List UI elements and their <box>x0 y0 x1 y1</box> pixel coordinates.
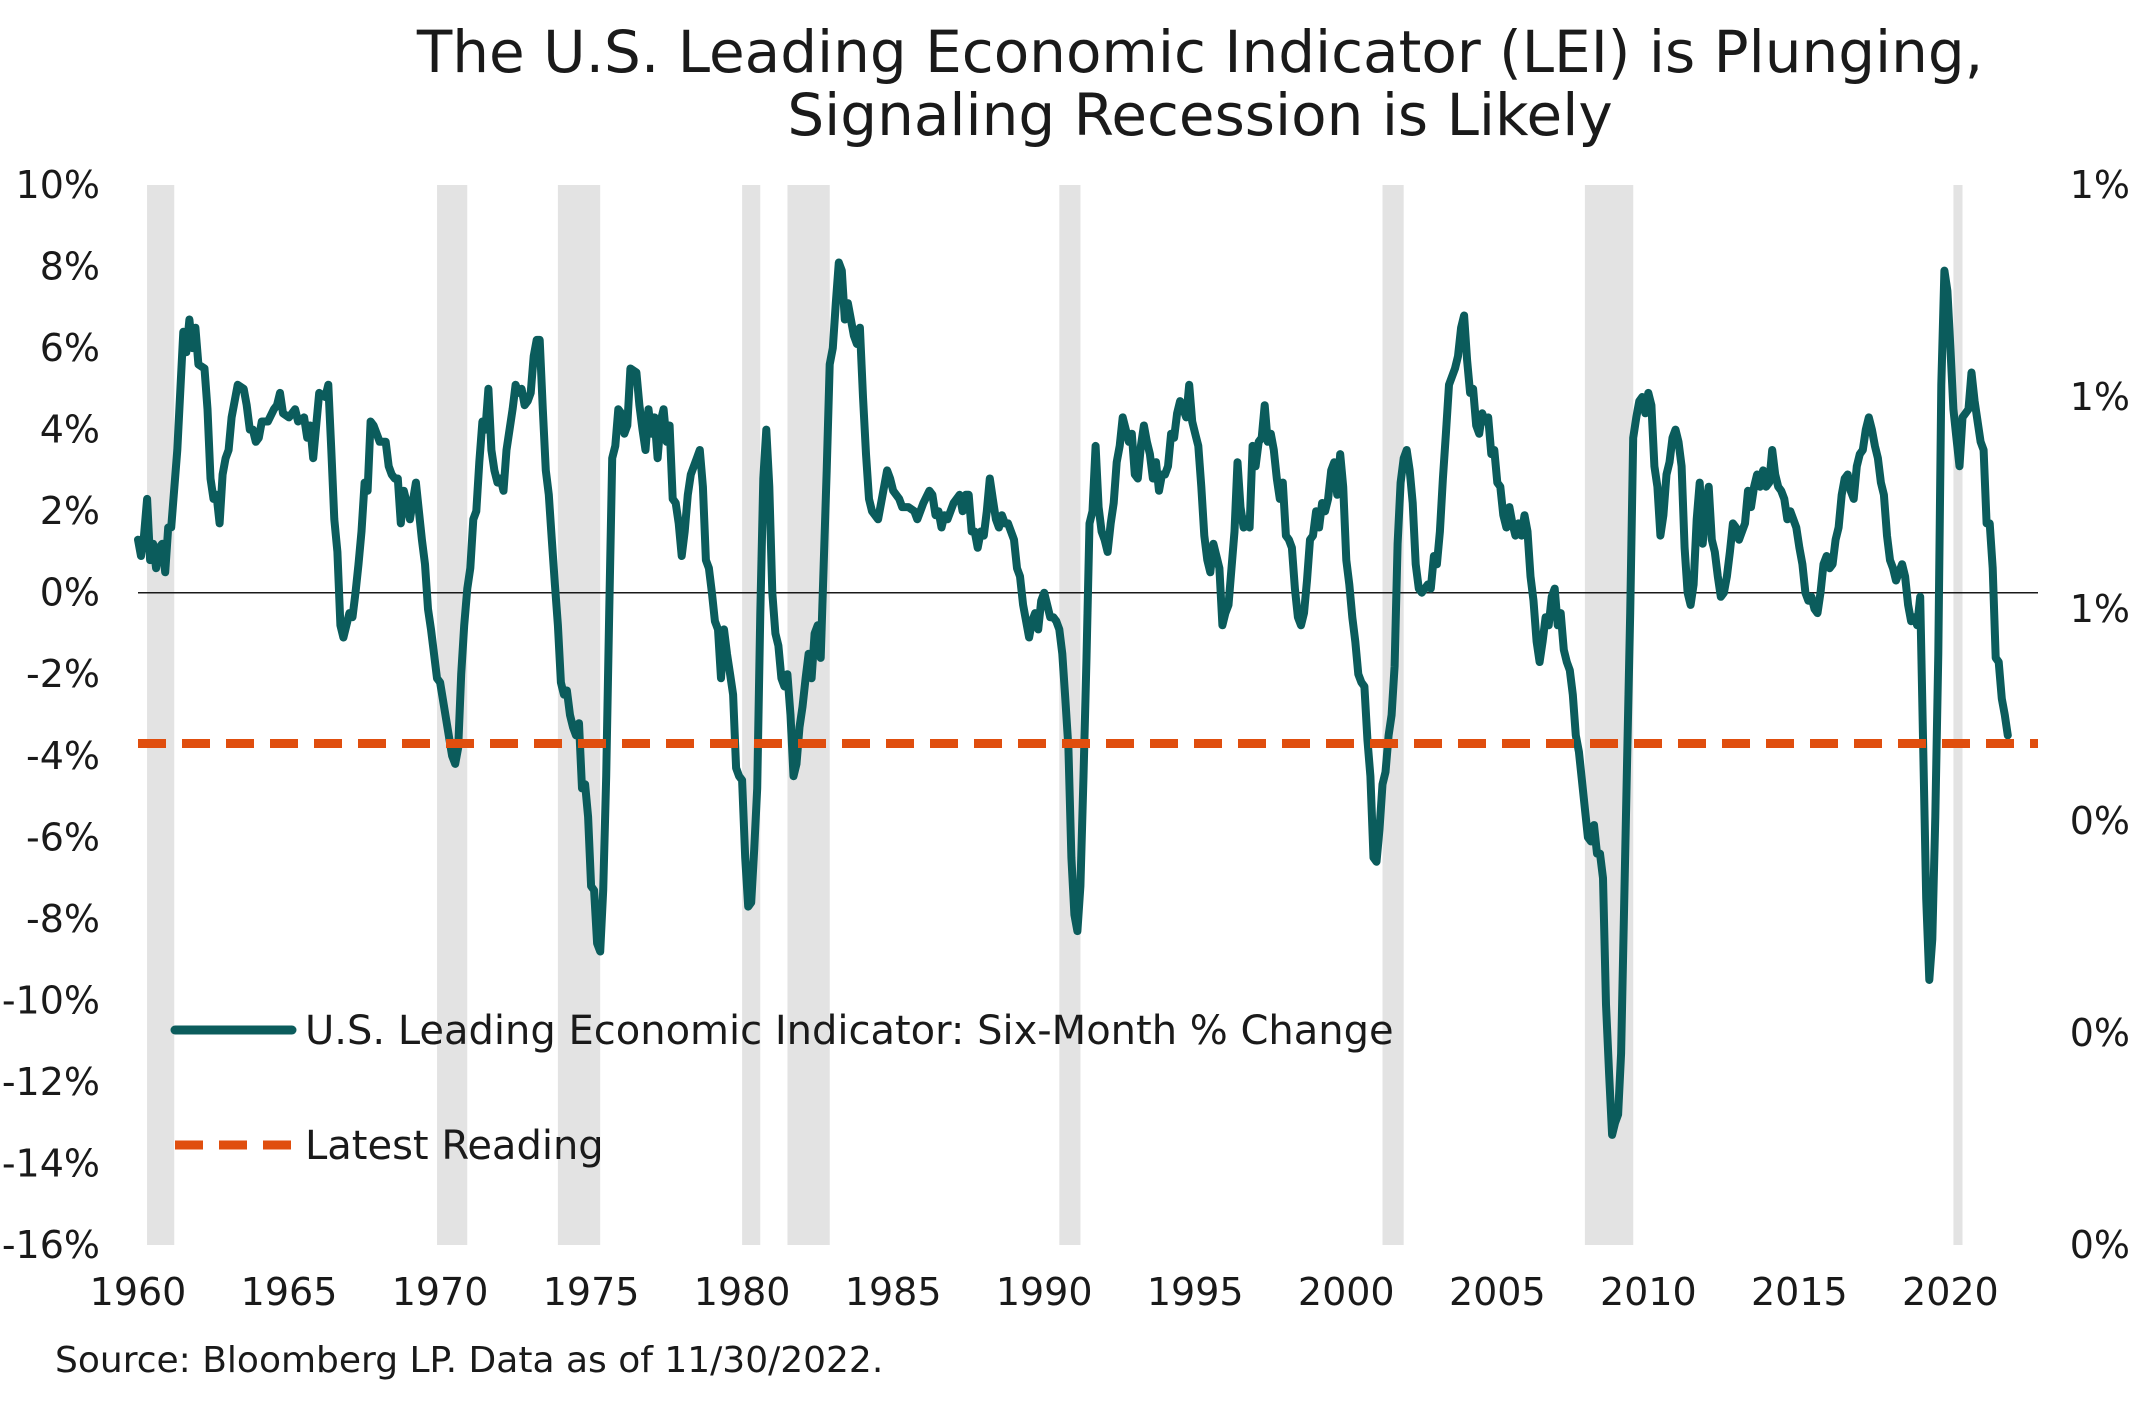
right-y-tick-label: 0% <box>2070 1011 2130 1055</box>
y-tick-label: -6% <box>26 815 100 859</box>
x-tick-label: 1990 <box>996 1270 1093 1314</box>
left-y-axis: 10% 8% 6% 4% 2% 0% -2% -4% -6% -8% -10% -12% -14% -16… <box>2 163 100 1267</box>
chart-subtitle: Signaling Recession is Likely <box>787 81 1612 149</box>
legend: U.S. Leading Economic Indicator: Six-Mon… <box>170 1008 1394 1169</box>
series-line-1 <box>134 258 2012 1139</box>
right-y-axis: 1% 1% 1% 0% 0% 0% <box>2070 163 2130 1267</box>
right-y-tick-label: 0% <box>2070 799 2130 843</box>
y-tick-label: 8% <box>40 245 100 289</box>
legend-label-2: Latest Reading <box>305 1123 604 1169</box>
x-tick-label: 2015 <box>1751 1270 1848 1314</box>
x-tick-label: 1970 <box>392 1270 489 1314</box>
x-tick-label: 2020 <box>1902 1270 1999 1314</box>
right-y-tick-label: 1% <box>2070 375 2130 419</box>
x-tick-label: 1965 <box>241 1270 338 1314</box>
x-tick-label: 1960 <box>90 1270 187 1314</box>
source-note: Source: Bloomberg LP. Data as of 11/30/2… <box>55 1340 883 1381</box>
series-layer <box>134 258 2038 1139</box>
recession-band-4 <box>742 185 761 1245</box>
x-tick-label: 2010 <box>1600 1270 1697 1314</box>
x-axis: 1960 1965 1970 1975 1980 1985 1990 1995 2000 2005… <box>90 1270 1999 1314</box>
y-tick-label: 4% <box>40 408 100 452</box>
legend-label-1: U.S. Leading Economic Indicator: Six-Mon… <box>305 1008 1394 1054</box>
y-tick-label: -4% <box>26 734 100 778</box>
x-tick-label: 1980 <box>694 1270 791 1314</box>
x-tick-label: 1985 <box>845 1270 942 1314</box>
recession-band-9 <box>1953 185 1963 1245</box>
y-tick-label: -10% <box>2 978 100 1022</box>
recession-bands <box>147 185 1963 1245</box>
y-tick-label: -2% <box>26 652 100 696</box>
right-y-tick-label: 1% <box>2070 587 2130 631</box>
right-y-tick-label: 0% <box>2070 1223 2130 1267</box>
recession-band-3 <box>557 185 601 1245</box>
right-y-tick-label: 1% <box>2070 163 2130 207</box>
y-tick-label: -16% <box>2 1223 100 1267</box>
y-tick-label: 6% <box>40 326 100 370</box>
x-tick-label: 1975 <box>543 1270 640 1314</box>
y-tick-label: -8% <box>26 897 100 941</box>
chart-title: The U.S. Leading Economic Indicator (LEI… <box>416 18 1983 86</box>
x-tick-label: 2000 <box>1298 1270 1395 1314</box>
x-tick-label: 1995 <box>1147 1270 1244 1314</box>
y-tick-label: 0% <box>40 571 100 615</box>
y-tick-label: 2% <box>40 489 100 533</box>
y-tick-label: 10% <box>16 163 100 207</box>
recession-band-1 <box>147 185 175 1245</box>
y-tick-label: -14% <box>2 1141 100 1185</box>
x-tick-label: 2005 <box>1449 1270 1546 1314</box>
y-tick-label: -12% <box>2 1060 100 1104</box>
